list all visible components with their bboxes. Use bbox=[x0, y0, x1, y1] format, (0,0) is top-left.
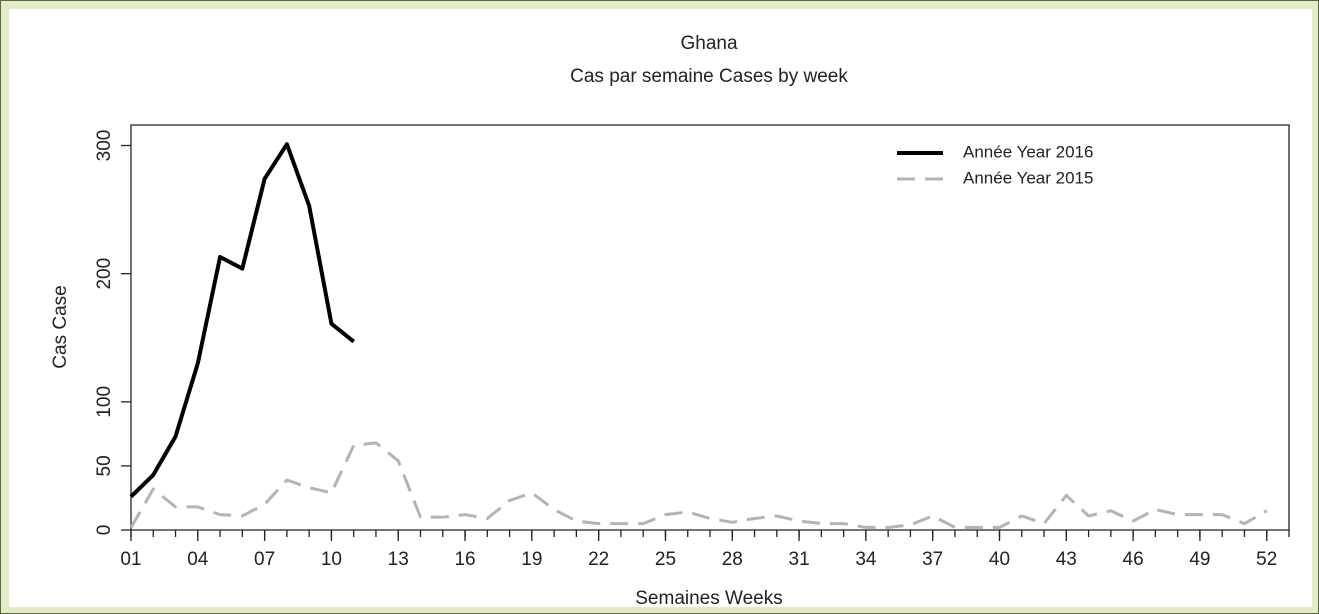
x-tick-label: 01 bbox=[120, 549, 141, 570]
x-tick-label: 22 bbox=[588, 549, 609, 570]
x-tick-label: 28 bbox=[722, 549, 743, 570]
y-tick-label: 200 bbox=[94, 258, 115, 290]
x-tick-label: 37 bbox=[922, 549, 943, 570]
y-axis-label: Cas Case bbox=[50, 285, 71, 368]
x-tick-label: 13 bbox=[388, 549, 409, 570]
x-tick-label: 34 bbox=[855, 549, 877, 570]
x-axis-label: Semaines Weeks bbox=[635, 588, 783, 607]
x-tick-label: 31 bbox=[789, 549, 810, 570]
x-tick-label: 07 bbox=[254, 549, 275, 570]
y-tick-label: 300 bbox=[94, 130, 115, 162]
x-tick-label: 16 bbox=[454, 549, 475, 570]
plot-box bbox=[130, 124, 1290, 530]
series-line bbox=[129, 142, 355, 499]
x-tick-label: 25 bbox=[655, 549, 676, 570]
x-tick-label: 19 bbox=[521, 549, 542, 570]
x-tick-label: 40 bbox=[989, 549, 1010, 570]
y-tick-label: 50 bbox=[94, 455, 115, 476]
chart-subtitle: Cas par semaine Cases by week bbox=[570, 66, 848, 87]
chart: Ghana Cas par semaine Cases by week Sema… bbox=[9, 9, 1312, 607]
series-line bbox=[129, 441, 1268, 529]
x-tick-label: 43 bbox=[1056, 549, 1077, 570]
x-tick-label: 10 bbox=[321, 549, 342, 570]
x-tick-label: 46 bbox=[1123, 549, 1144, 570]
x-tick-label: 49 bbox=[1189, 549, 1210, 570]
chart-title: Ghana bbox=[680, 33, 737, 54]
x-tick-label: 52 bbox=[1256, 549, 1277, 570]
legend-label: Année Year 2016 bbox=[963, 142, 1093, 161]
x-tick-label: 04 bbox=[187, 549, 209, 570]
y-tick-label: 100 bbox=[94, 386, 115, 418]
y-tick-label: 0 bbox=[94, 525, 115, 536]
legend-label: Année Year 2015 bbox=[963, 168, 1093, 187]
